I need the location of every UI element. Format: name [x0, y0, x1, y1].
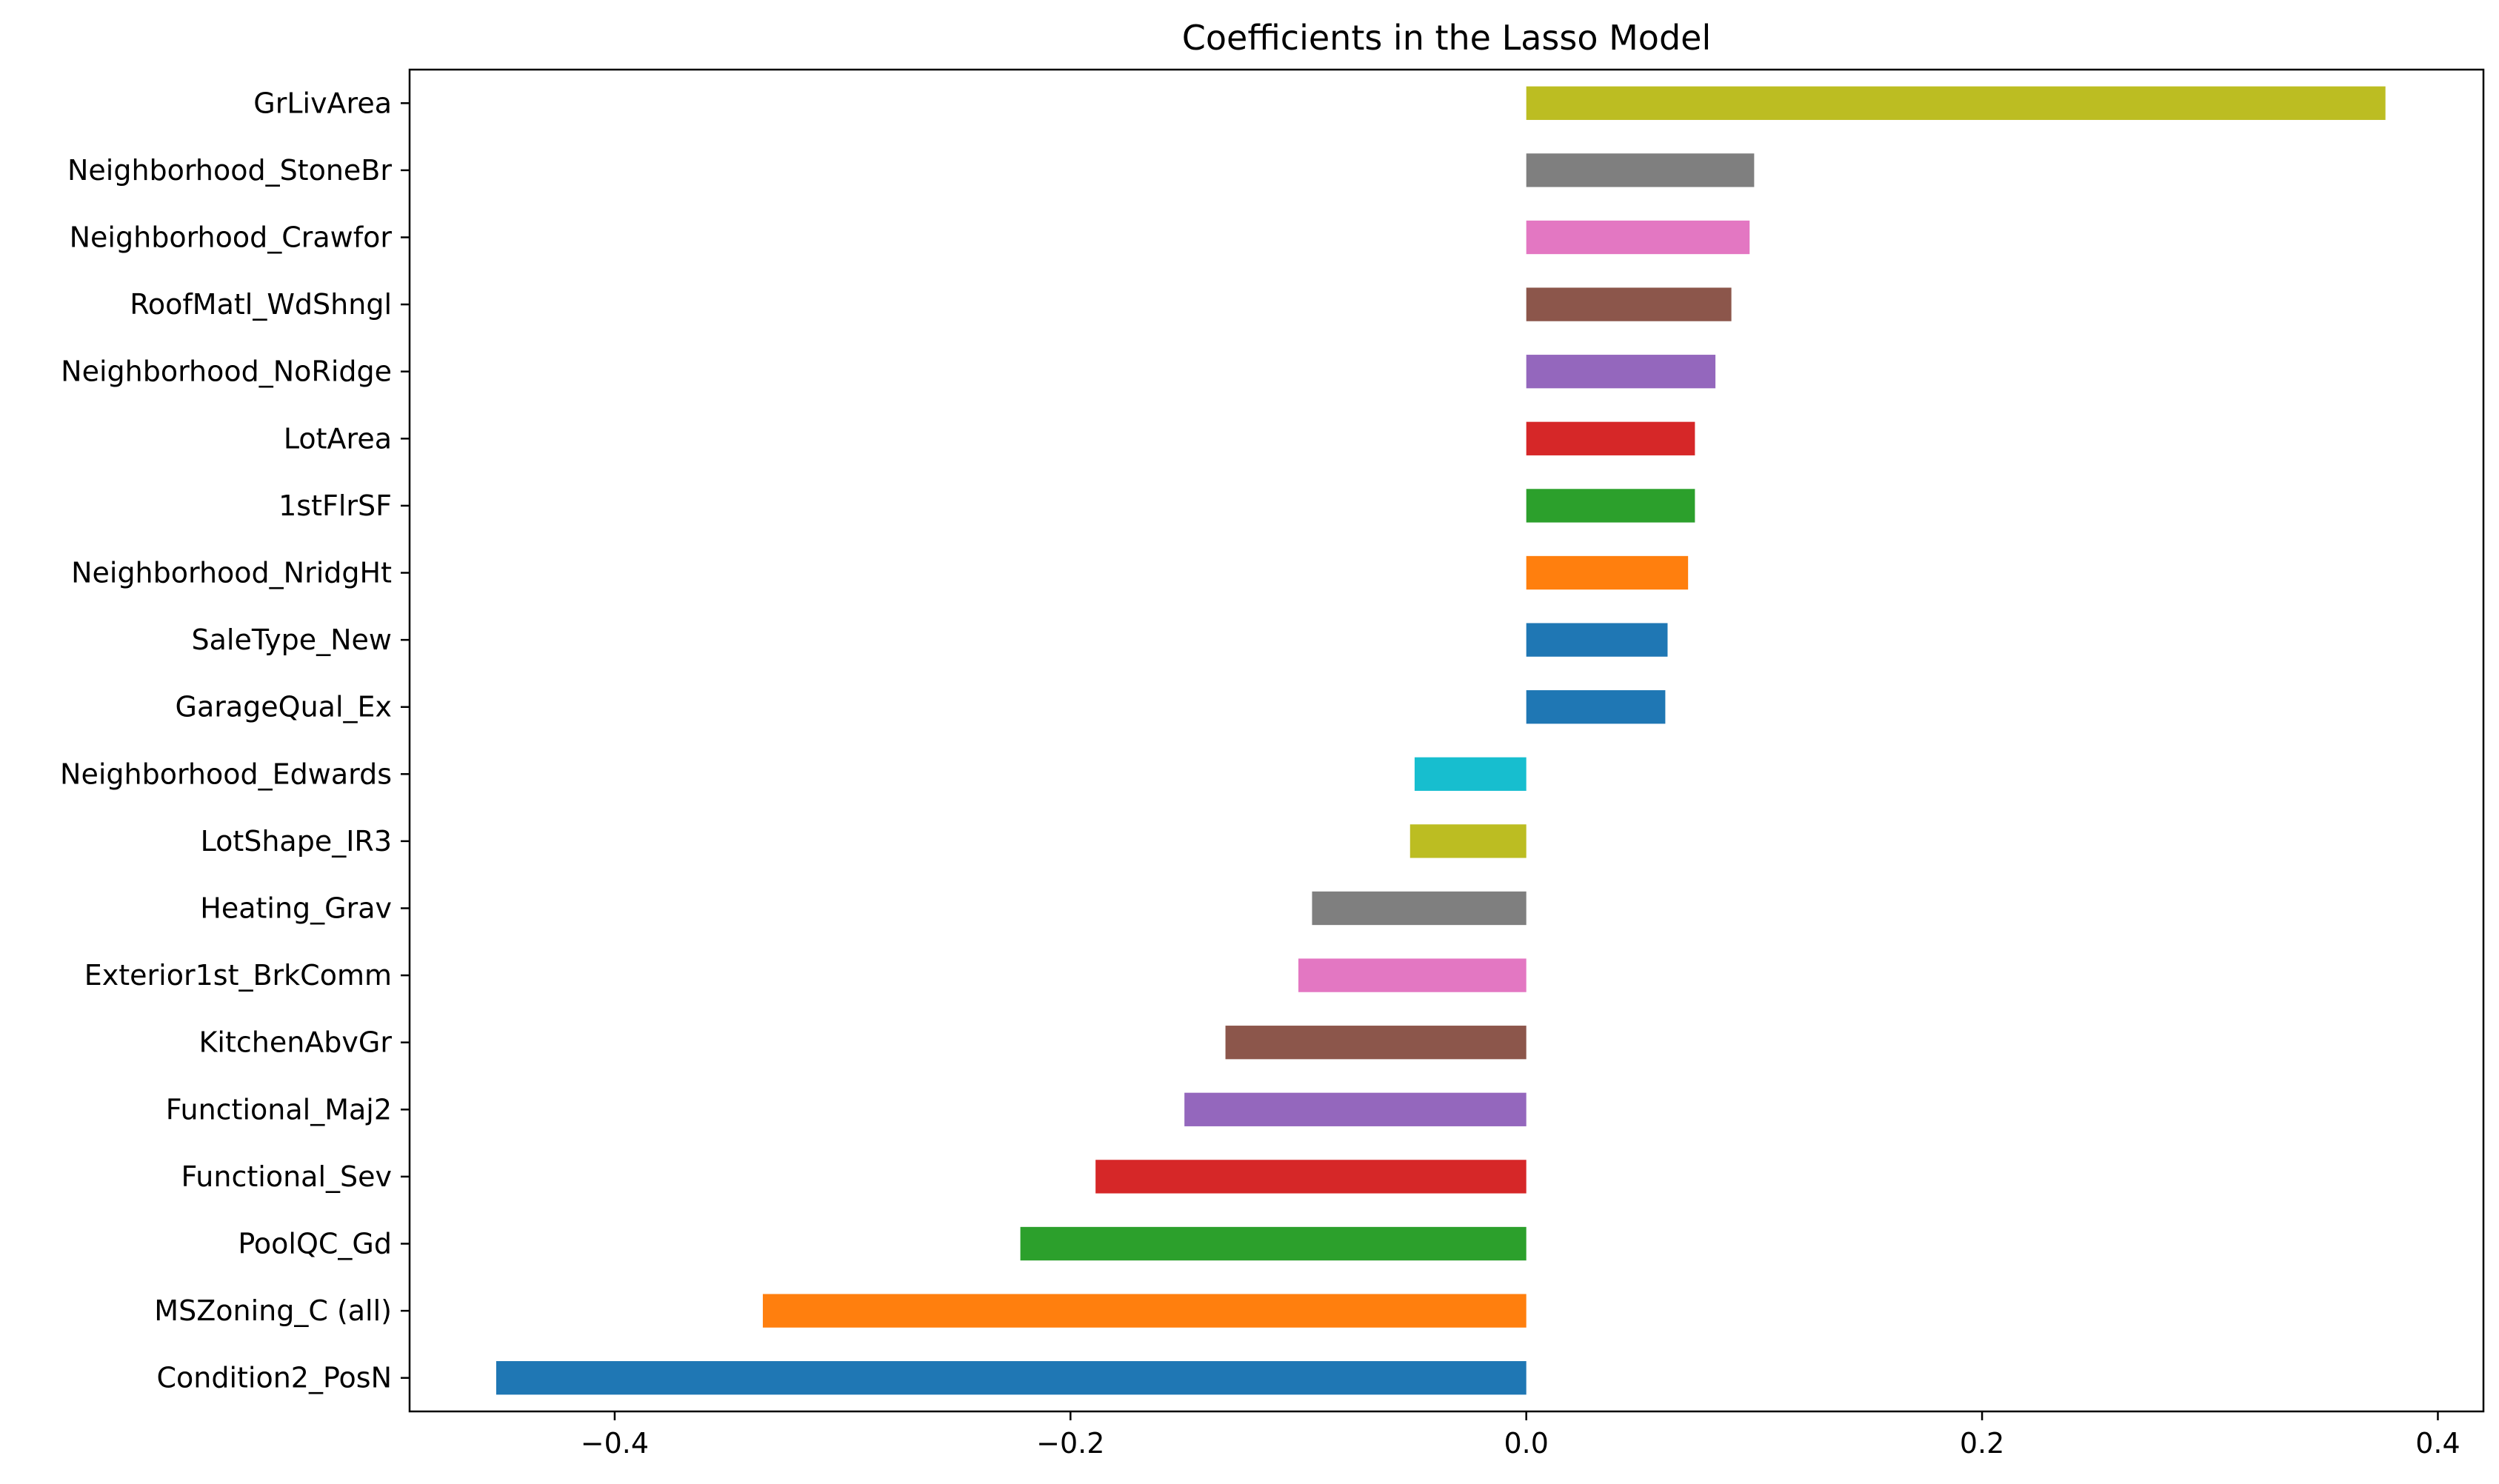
- category-label: 1stFlrSF: [278, 489, 392, 522]
- bar-lotarea: [1526, 421, 1695, 455]
- category-label: RoofMatl_WdShngl: [130, 288, 392, 321]
- bar-heating-grav: [1312, 891, 1527, 926]
- bar-condition2-posn: [496, 1361, 1527, 1395]
- category-label: LotShape_IR3: [201, 825, 392, 858]
- category-label: GrLivArea: [253, 87, 392, 119]
- x-tick-label: 0.4: [2415, 1427, 2460, 1460]
- bar-neighborhood-stonebr: [1526, 153, 1755, 187]
- category-label: KitchenAbvGr: [199, 1026, 393, 1059]
- category-label: Exterior1st_BrkComm: [84, 959, 392, 992]
- category-label: Heating_Grav: [200, 892, 392, 925]
- x-tick-label: −0.4: [581, 1427, 649, 1460]
- category-label: Neighborhood_NoRidge: [61, 355, 392, 388]
- bar-poolqc-gd: [1020, 1226, 1527, 1261]
- category-label: Neighborhood_Edwards: [60, 758, 392, 790]
- bar-neighborhood-noridge: [1526, 355, 1716, 389]
- category-label: Functional_Sev: [181, 1160, 392, 1193]
- bar-exterior1st-brkcomm: [1298, 958, 1527, 992]
- category-label: Neighborhood_NridgHt: [71, 557, 392, 589]
- category-label-group: GrLivArea Neighborhood_StoneBr Neighborhoo…: [60, 87, 410, 1394]
- category-label: LotArea: [284, 422, 392, 455]
- bar-functional-sev: [1095, 1160, 1527, 1194]
- bar-group: [496, 86, 2386, 1395]
- bar-lotshape-ir3: [1409, 824, 1527, 858]
- category-label: Neighborhood_Crawfor: [70, 221, 393, 254]
- bar-functional-maj2: [1184, 1092, 1527, 1126]
- x-tick-label: −0.2: [1036, 1427, 1104, 1460]
- category-label: MSZoning_C (all): [154, 1294, 392, 1327]
- category-label: SaleType_New: [191, 624, 392, 656]
- x-tick-label: 0.0: [1504, 1427, 1548, 1460]
- category-label: PoolQC_Gd: [238, 1228, 392, 1260]
- chart-title: Coefficients in the Lasso Model: [1182, 18, 1711, 58]
- bar-mszoning-c-all: [762, 1294, 1527, 1328]
- bar-neighborhood-nridght: [1526, 555, 1689, 590]
- bar-garagequal-ex: [1526, 690, 1666, 724]
- bar-neighborhood-edwards: [1414, 757, 1527, 791]
- plot-frame: [408, 68, 2485, 1413]
- bar-roofmatl-wdshngl: [1526, 287, 1732, 321]
- category-label: Condition2_PosN: [156, 1362, 392, 1394]
- bar-neighborhood-crawfor: [1526, 220, 1750, 255]
- bar-saletype-new: [1526, 623, 1668, 657]
- category-label: GarageQual_Ex: [176, 691, 392, 723]
- category-label: Functional_Maj2: [166, 1093, 392, 1126]
- x-axis: −0.4 −0.2 0.0 0.2 0.4: [581, 1411, 2460, 1460]
- bar-1stflrsf: [1526, 489, 1695, 523]
- bar-kitchenabvgr: [1225, 1026, 1527, 1060]
- x-tick-label: 0.2: [1960, 1427, 2004, 1460]
- bar-grlivarea: [1526, 86, 2386, 120]
- category-label: Neighborhood_StoneBr: [67, 154, 392, 187]
